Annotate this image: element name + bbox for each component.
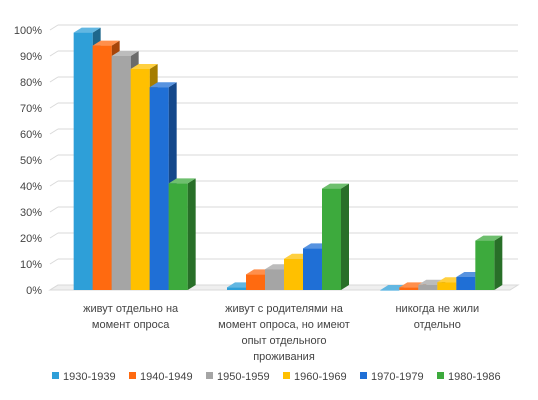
bar-top: [475, 235, 503, 241]
gridline-side: [49, 258, 59, 265]
bar: [322, 183, 349, 290]
bar-front: [246, 274, 265, 290]
y-tick-label: 0%: [26, 285, 42, 297]
gridline-side: [49, 154, 59, 161]
gridline-side: [49, 180, 59, 187]
x-category-label: опыт отдельного: [241, 335, 326, 347]
bar-front: [73, 32, 93, 290]
bar-top: [149, 82, 177, 88]
bar-front: [399, 287, 419, 290]
x-category-label: момент опроса, но имеют: [218, 319, 350, 331]
bar: [475, 235, 503, 290]
y-tick-label: 90%: [20, 51, 42, 63]
y-tick-label: 80%: [20, 77, 42, 89]
y-tick-label: 30%: [20, 207, 42, 219]
legend-label: 1960-1969: [294, 371, 347, 383]
gridline-side: [49, 232, 59, 239]
gridline-side: [49, 24, 59, 31]
bar-front: [380, 290, 400, 291]
legend-item: 1970-1979: [360, 371, 424, 383]
legend-swatch: [129, 372, 136, 379]
bar-front: [111, 56, 131, 290]
bar-front: [475, 240, 495, 290]
bar-top: [130, 64, 158, 69]
legend-label: 1970-1979: [371, 371, 424, 383]
bar-top: [92, 40, 120, 46]
gridline-side: [49, 50, 59, 57]
bar-side: [187, 178, 196, 290]
bar-front: [265, 269, 284, 290]
legend-swatch: [206, 372, 213, 379]
gridline-side: [49, 128, 59, 135]
y-tick-label: 70%: [20, 103, 42, 115]
y-tick-label: 50%: [20, 155, 42, 167]
bar-top: [322, 183, 349, 189]
y-tick-label: 100%: [14, 25, 42, 37]
x-category-label: момент опроса: [92, 319, 170, 331]
bar-front: [437, 282, 457, 290]
bar-top: [73, 27, 101, 33]
y-tick-label: 20%: [20, 233, 42, 245]
bar-front: [227, 287, 246, 290]
x-category-label: проживания: [253, 351, 315, 363]
bar-front: [92, 45, 112, 290]
legend-item: 1930-1939: [52, 371, 116, 383]
legend-swatch: [52, 372, 59, 379]
gridline-side: [49, 206, 59, 213]
legend: 1930-1939 1940-1949 1950-1959 1960-1969 1970…: [52, 371, 501, 383]
legend-label: 1980-1986: [448, 371, 501, 383]
legend-label: 1940-1949: [140, 371, 193, 383]
legend-item: 1940-1949: [129, 371, 193, 383]
y-tick-label: 10%: [20, 259, 42, 271]
x-category-label: живут с родителями на: [225, 303, 344, 315]
legend-swatch: [283, 372, 290, 379]
y-tick-label: 60%: [20, 129, 42, 141]
legend-item: 1960-1969: [283, 371, 347, 383]
bars: [73, 27, 503, 291]
legend-item: 1980-1986: [437, 371, 501, 383]
legend-item: 1950-1959: [206, 371, 270, 383]
bar-front: [149, 87, 169, 290]
legend-swatch: [360, 372, 367, 379]
bar-front: [168, 183, 188, 290]
bar-side: [341, 183, 349, 290]
bar-front: [284, 258, 303, 290]
x-category-label: никогда не жили: [395, 303, 479, 315]
bar: [168, 178, 196, 290]
bar-front: [418, 284, 438, 290]
x-category-label: отдельно: [414, 319, 461, 331]
bar-side: [494, 235, 503, 290]
bar-front: [303, 248, 322, 290]
legend-label: 1950-1959: [217, 371, 270, 383]
x-category-label: живут отдельно на: [83, 303, 179, 315]
y-tick-label: 40%: [20, 181, 42, 193]
y-axis: 0% 10% 20% 30% 40% 50% 60% 70% 80% 90% 100%: [14, 25, 42, 297]
gridline-side: [49, 76, 59, 83]
bar-front: [456, 277, 476, 290]
bar-front: [322, 188, 341, 290]
gridline-side: [49, 102, 59, 109]
bar-front: [130, 69, 150, 290]
legend-swatch: [437, 372, 444, 379]
legend-label: 1930-1939: [63, 371, 116, 383]
x-axis: живут отдельно на момент опроса живут с ро…: [83, 303, 479, 363]
bar-top: [111, 51, 139, 56]
bar-top: [168, 178, 196, 184]
